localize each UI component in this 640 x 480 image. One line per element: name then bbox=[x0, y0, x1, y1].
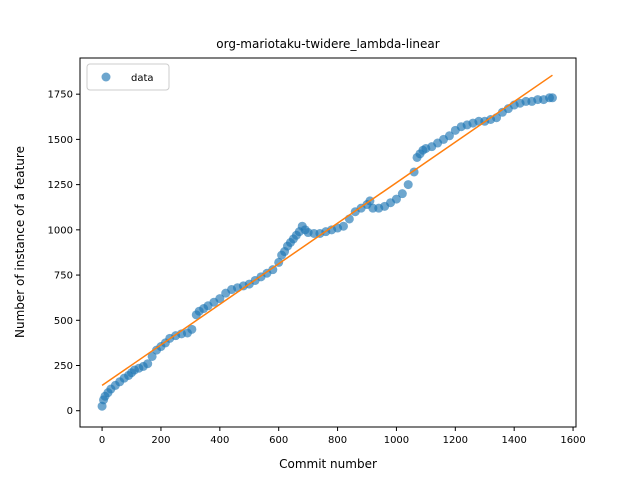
y-tick-label: 0 bbox=[67, 406, 73, 417]
y-tick-label: 1500 bbox=[48, 135, 73, 146]
data-point bbox=[268, 265, 278, 275]
data-point bbox=[338, 221, 348, 231]
data-point bbox=[403, 180, 413, 190]
x-tick-label: 600 bbox=[269, 435, 288, 446]
data-point bbox=[444, 131, 454, 141]
chart-title: org-mariotaku-twidere_lambda-linear bbox=[216, 37, 439, 51]
y-tick-label: 750 bbox=[54, 271, 73, 282]
legend-entry-data: data bbox=[131, 73, 154, 84]
x-tick-label: 1600 bbox=[560, 435, 585, 446]
data-point bbox=[547, 93, 557, 103]
legend-box bbox=[86, 63, 170, 91]
y-tick-label: 500 bbox=[54, 316, 73, 327]
points-layer bbox=[97, 93, 557, 411]
x-tick-label: 800 bbox=[328, 435, 347, 446]
x-tick-label: 1000 bbox=[384, 435, 409, 446]
y-tick-label: 1750 bbox=[48, 90, 73, 101]
data-point bbox=[187, 324, 197, 334]
fit-line bbox=[101, 74, 553, 387]
legend-marker-data bbox=[101, 72, 111, 82]
data-point bbox=[397, 189, 407, 199]
x-axis-ticks: 0 200 400 600 800 1000 1200 1400 1600 bbox=[99, 427, 586, 446]
x-tick-label: 200 bbox=[151, 435, 170, 446]
data-point bbox=[147, 351, 157, 361]
x-tick-label: 0 bbox=[99, 435, 105, 446]
data-point bbox=[391, 194, 401, 204]
x-tick-label: 1200 bbox=[443, 435, 468, 446]
x-tick-label: 400 bbox=[210, 435, 229, 446]
x-axis-label: Commit number bbox=[279, 457, 377, 471]
plot-area bbox=[79, 57, 577, 428]
x-tick-label: 1400 bbox=[501, 435, 526, 446]
y-tick-label: 1250 bbox=[48, 180, 73, 191]
y-axis-ticks: 0 250 500 750 1000 1250 1500 1750 bbox=[48, 90, 80, 417]
y-axis-label: Number of instance of a feature bbox=[13, 146, 27, 338]
y-tick-label: 1000 bbox=[48, 225, 73, 236]
legend: data bbox=[86, 63, 170, 91]
fit-layer bbox=[101, 74, 553, 387]
data-point bbox=[215, 294, 225, 304]
data-point bbox=[143, 359, 153, 369]
y-tick-label: 250 bbox=[54, 361, 73, 372]
